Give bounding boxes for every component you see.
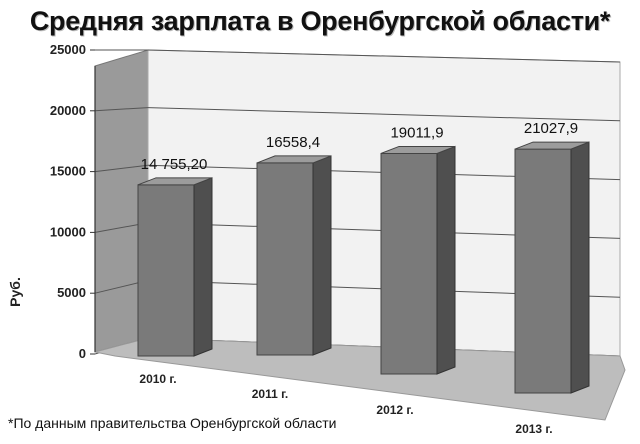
bar-side (570, 141, 590, 394)
data-label: 16558,4 (266, 134, 320, 151)
x-tick-label: 2010 г. (139, 372, 176, 386)
y-axis: 0 5000 10000 15000 20000 25000 (50, 42, 96, 361)
chart-title: Средняя зарплата в Оренбургской области* (29, 6, 611, 36)
bar-side (312, 155, 332, 356)
bar-front (137, 184, 195, 357)
x-tick-label: 2013 г. (515, 422, 552, 436)
bar (256, 155, 332, 356)
data-label: 19011,9 (390, 124, 443, 141)
y-tick-label: 0 (79, 346, 86, 361)
category-labels: 2010 г. 2011 г. 2012 г. 2013 г. (139, 372, 552, 436)
bar (514, 141, 590, 394)
gridline-side (94, 164, 149, 173)
bar-top (137, 177, 213, 186)
gridline (147, 107, 621, 122)
y-tick-label: 5000 (57, 285, 86, 300)
bar-side (436, 145, 456, 375)
y-tick-label: 20000 (50, 103, 86, 118)
gridline (147, 49, 621, 63)
bar-top (256, 155, 332, 164)
bars (137, 141, 590, 394)
y-tick-label: 10000 (50, 224, 86, 239)
data-label: 21027,9 (524, 120, 578, 137)
y-tick-label: 25000 (50, 42, 86, 57)
x-tick-label: 2012 г. (376, 403, 413, 417)
gridline-side (94, 107, 149, 112)
x-tick-label: 2011 г. (252, 387, 289, 401)
y-tick-label: 15000 (50, 164, 86, 179)
y-axis-label: Руб. (7, 277, 23, 307)
bar-front (380, 152, 438, 375)
footnote: *По данным правительства Оренбургской об… (8, 415, 337, 431)
bar (380, 145, 456, 375)
bar-side (193, 177, 213, 357)
bar-top (514, 141, 590, 150)
data-label: 14 755,20 (141, 156, 208, 173)
bar-front (514, 148, 572, 394)
value-labels: 14 755,20 16558,4 19011,9 21027,9 (141, 120, 578, 173)
bar-front (256, 162, 314, 356)
bar-top (380, 145, 456, 154)
bar (137, 177, 213, 357)
